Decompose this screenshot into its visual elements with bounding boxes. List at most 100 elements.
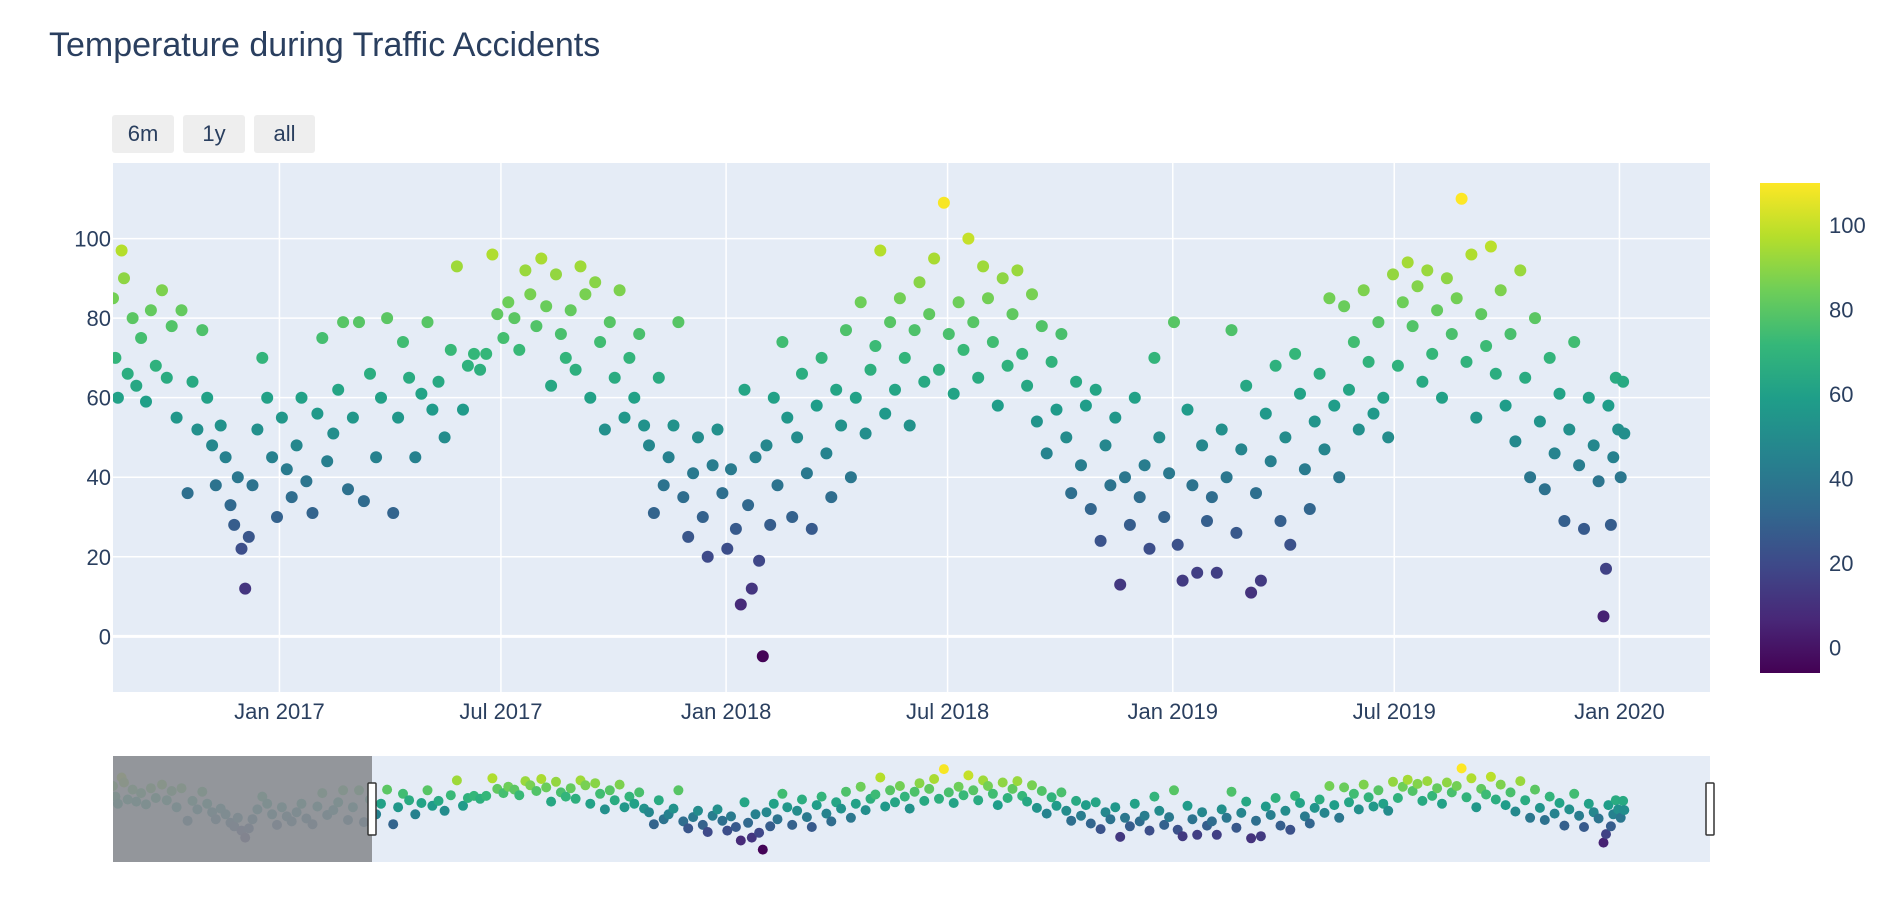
scatter-point[interactable] [444,343,457,356]
scatter-point[interactable] [140,395,152,408]
scatter-point[interactable] [438,431,451,444]
scatter-point[interactable] [235,542,248,555]
scatter-point[interactable] [647,507,660,519]
scatter-point[interactable] [854,296,867,309]
scatter-point[interactable] [1294,387,1306,400]
scatter-point[interactable] [461,359,474,372]
scatter-point[interactable] [1538,483,1551,496]
scatter-point[interactable] [1489,367,1502,380]
scatter-point[interactable] [1563,423,1576,436]
scatter-point[interactable] [486,248,499,261]
scatter-point[interactable] [1303,503,1316,515]
scatter-point[interactable] [1274,515,1287,527]
scatter-point[interactable] [242,530,255,543]
scatter-point[interactable] [1533,415,1546,428]
scatter-point[interactable] [749,451,762,464]
scatter-point[interactable] [579,288,592,301]
scatter-point[interactable] [1445,328,1458,340]
scatter-point[interactable] [1133,491,1146,504]
scatter-point[interactable] [1362,355,1375,368]
scatter-point[interactable] [1519,371,1532,384]
scatter-point[interactable] [589,276,602,289]
scatter-point[interactable] [864,363,877,376]
scatter-point[interactable] [1196,439,1209,452]
rangeslider-handle-left[interactable] [367,782,377,836]
scatter-point[interactable] [667,419,680,432]
scatter-point[interactable] [1128,391,1141,404]
scatter-point[interactable] [1191,566,1204,579]
scatter-point[interactable] [327,427,340,440]
scatter-point[interactable] [381,312,394,325]
scatter-point[interactable] [468,347,480,360]
scatter-point[interactable] [1484,240,1497,253]
scatter-point[interactable] [1431,304,1444,317]
scatter-point[interactable] [957,343,970,356]
scatter-point[interactable] [332,383,345,396]
scatter-point[interactable] [574,260,587,273]
scatter-point[interactable] [196,324,209,337]
scatter-point[interactable] [643,439,655,452]
scatter-point[interactable] [716,487,729,500]
scatter-point[interactable] [554,328,567,340]
scatter-point[interactable] [1387,268,1399,281]
scatter-point[interactable] [1411,280,1424,293]
scatter-point[interactable] [844,471,857,484]
scatter-point[interactable] [357,495,370,508]
scatter-point[interactable] [701,550,714,563]
scatter-point[interactable] [1328,399,1341,412]
scatter-point[interactable] [859,427,872,440]
scatter-point[interactable] [991,399,1004,412]
scatter-point[interactable] [457,403,469,416]
scatter-point[interactable] [687,467,700,480]
scatter-point[interactable] [1089,383,1102,396]
scatter-point[interactable] [972,371,985,384]
scatter-point[interactable] [1396,296,1409,309]
scatter-point[interactable] [1343,383,1355,396]
scatter-point[interactable] [756,650,769,663]
scatter-point[interactable] [285,491,298,504]
scatter-point[interactable] [745,582,758,595]
scatter-point[interactable] [874,244,887,257]
scatter-point[interactable] [231,471,244,484]
scatter-point[interactable] [421,316,434,329]
scatter-point[interactable] [1163,467,1176,480]
scatter-point[interactable] [118,272,130,285]
scatter-point[interactable] [781,411,794,424]
scatter-point[interactable] [1582,391,1595,404]
scatter-point[interactable] [165,320,178,333]
scatter-point[interactable] [805,522,818,535]
scatter-point[interactable] [271,511,283,523]
scatter-point[interactable] [1401,256,1414,269]
scatter-point[interactable] [986,336,999,348]
scatter-point[interactable] [742,499,755,512]
scatter-point[interactable] [502,296,515,309]
scatter-point[interactable] [251,423,264,436]
scatter-point[interactable] [711,423,724,436]
scatter-point[interactable] [1035,320,1048,333]
scatter-point[interactable] [893,292,906,305]
scatter-point[interactable] [1230,526,1243,539]
scatter-point[interactable] [1254,574,1267,587]
scatter-point[interactable] [1119,471,1131,484]
range-1y-button[interactable]: 1y [183,115,245,153]
scatter-point[interactable] [519,264,532,277]
scatter-point[interactable] [1289,347,1302,360]
scatter-point[interactable] [840,324,852,337]
scatter-point[interactable] [791,431,804,444]
scatter-point[interactable] [962,232,975,245]
scatter-point[interactable] [569,363,582,376]
scatter-point[interactable] [480,347,493,360]
scatter-point[interactable] [295,391,308,404]
scatter-point[interactable] [311,407,324,420]
scatter-point[interactable] [1016,347,1029,360]
scatter-point[interactable] [776,336,789,348]
scatter-point[interactable] [1460,355,1473,368]
scatter-point[interactable] [835,419,848,432]
scatter-point[interactable] [815,351,828,364]
scatter-point[interactable] [618,411,631,424]
scatter-point[interactable] [107,292,119,305]
scatter-point[interactable] [409,451,422,464]
scatter-point[interactable] [633,328,646,340]
scatter-point[interactable] [508,312,521,325]
scatter-point[interactable] [952,296,965,309]
